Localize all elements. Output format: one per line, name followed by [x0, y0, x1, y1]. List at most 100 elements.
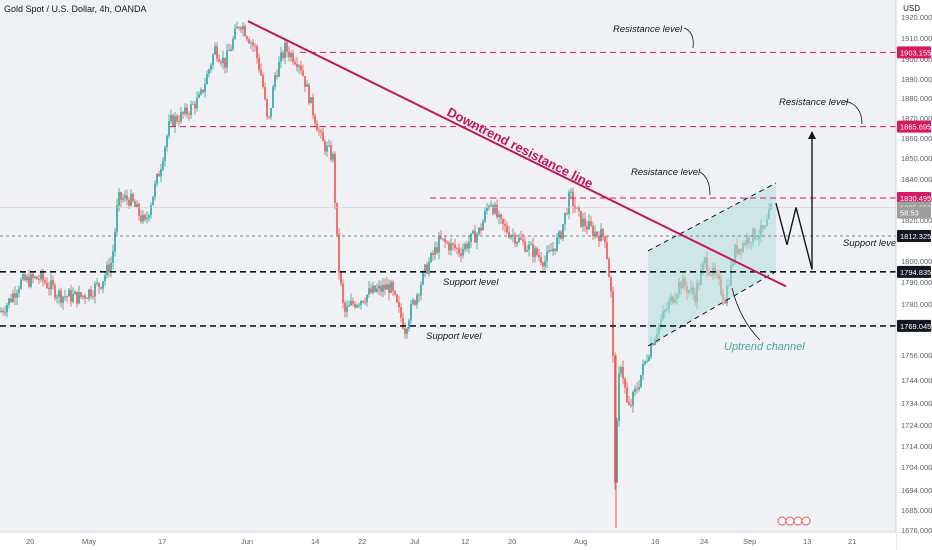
channel-upper-line[interactable] — [647, 182, 777, 252]
candle-body — [330, 145, 332, 160]
candle-body — [210, 65, 212, 70]
time-axis[interactable] — [0, 532, 896, 550]
candle-body — [462, 249, 464, 256]
event-marker[interactable] — [801, 516, 811, 526]
candle-body — [8, 298, 10, 305]
leader-uptrend-channel — [731, 287, 761, 341]
candle-body — [638, 387, 640, 390]
candle-body — [70, 290, 72, 302]
candle-body — [24, 274, 26, 281]
candle-body — [484, 210, 486, 222]
event-marker[interactable] — [793, 516, 803, 526]
candle-body — [620, 366, 622, 374]
leader-resistance-2 — [844, 100, 863, 125]
price-tag-bg — [897, 265, 931, 278]
candle-body — [408, 320, 410, 329]
candle-body — [130, 193, 132, 206]
y-tick-label: 1850.000 — [901, 154, 932, 163]
downtrend-line[interactable] — [247, 20, 787, 288]
candle-body — [382, 284, 384, 292]
candle-body — [378, 285, 380, 289]
candle-body — [284, 42, 286, 58]
candle-body — [2, 310, 4, 312]
x-tick-label: Sep — [743, 537, 756, 546]
candle-body — [4, 311, 6, 313]
candle-body — [204, 84, 206, 92]
annotation-support-3: Support level — [426, 331, 482, 342]
candle-body — [616, 421, 618, 483]
candle-body — [270, 107, 272, 117]
x-tick-label: 16 — [651, 537, 659, 546]
candle-body — [340, 272, 342, 284]
candle-body — [362, 300, 364, 303]
candle-body — [334, 153, 336, 203]
candle-body — [604, 236, 606, 243]
candle-body — [338, 234, 340, 273]
currency-label: USD — [903, 4, 920, 13]
candle-body — [156, 173, 158, 184]
candle-body — [570, 191, 572, 193]
candle-body — [228, 50, 230, 52]
candle-body — [542, 262, 544, 267]
y-tick-label: 1790.000 — [901, 278, 932, 287]
candle-body — [388, 284, 390, 293]
candle-body — [370, 288, 372, 293]
candle-body — [108, 264, 110, 273]
candle-body — [568, 192, 570, 215]
x-tick-label: May — [82, 537, 96, 546]
candle-body — [258, 58, 260, 70]
candle-body — [566, 212, 568, 215]
candle-body — [582, 218, 584, 227]
candle-body — [178, 121, 180, 123]
candle-body — [252, 42, 254, 46]
candle-body — [326, 145, 328, 152]
candle-body — [490, 205, 492, 207]
candle-body — [20, 279, 22, 289]
candle-body — [152, 196, 154, 206]
candle-body — [420, 284, 422, 296]
candle-body — [606, 242, 608, 259]
candle-body — [652, 343, 654, 345]
candle-body — [246, 36, 248, 40]
candle-body — [122, 198, 124, 200]
price-tag-bg — [897, 120, 931, 133]
candle-body — [288, 51, 290, 58]
candle-body — [222, 57, 224, 64]
candle-body — [92, 296, 94, 297]
y-tick-label: 1820.000 — [901, 216, 932, 225]
candle-body — [514, 234, 516, 244]
candle-body — [622, 366, 624, 379]
channel-lower-line[interactable] — [647, 271, 777, 347]
y-tick-label: 1860.000 — [901, 134, 932, 143]
candle-body — [104, 275, 106, 282]
candle-body — [206, 74, 208, 85]
candle-body — [280, 52, 282, 62]
candle-body — [234, 28, 236, 39]
candle-body — [320, 130, 322, 133]
candle-body — [196, 97, 198, 109]
event-marker[interactable] — [777, 516, 787, 526]
candle-body — [618, 373, 620, 422]
candle-body — [536, 248, 538, 256]
candle-body — [626, 387, 628, 403]
economic-events-icon[interactable] — [777, 516, 811, 526]
candle-body — [356, 304, 358, 308]
candle-body — [278, 61, 280, 77]
candle-body — [520, 237, 522, 240]
candle-body — [170, 115, 172, 122]
candle-body — [112, 251, 114, 263]
event-marker[interactable] — [785, 516, 795, 526]
price-tag-label: 1794.835 — [900, 268, 931, 277]
candle-body — [724, 299, 726, 304]
candle-body — [440, 236, 442, 239]
annotation-support-2: Support level — [443, 277, 499, 288]
candle-body — [518, 237, 520, 242]
y-tick-label: 1840.000 — [901, 175, 932, 184]
candle-body — [558, 231, 560, 238]
y-tick-label: 1756.000 — [901, 351, 932, 360]
candle-body — [588, 221, 590, 230]
projection-path[interactable] — [775, 132, 813, 270]
y-tick-label: 1910.000 — [901, 34, 932, 43]
